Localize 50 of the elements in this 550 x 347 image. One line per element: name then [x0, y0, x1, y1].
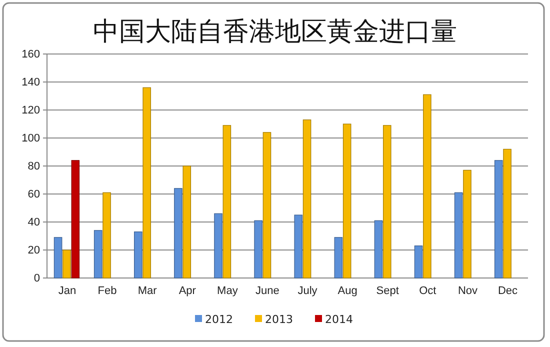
y-tick-label: 40 [28, 216, 40, 229]
bar [54, 237, 62, 278]
bar [182, 166, 192, 278]
bar [94, 230, 102, 278]
x-tick-label: Jan [58, 284, 76, 297]
y-tick-label: 80 [28, 160, 40, 173]
bar [414, 246, 423, 278]
bar [342, 124, 352, 278]
bar [102, 192, 111, 278]
x-tick-label: Nov [458, 284, 478, 297]
y-tick-label: 0 [34, 272, 40, 285]
bar [494, 160, 503, 278]
y-tick-label: 120 [22, 104, 40, 117]
bar [302, 120, 312, 278]
bar [374, 220, 383, 278]
bar [503, 148, 512, 278]
chart-title: 中国大陆自香港地区黄金进口量 [93, 17, 457, 47]
bar [334, 237, 343, 278]
y-tick-label: 20 [28, 244, 40, 257]
bar [423, 94, 432, 278]
bar [142, 87, 151, 278]
x-tick-label: May [217, 284, 238, 297]
bar [134, 232, 142, 278]
bar [454, 192, 463, 278]
bar [254, 220, 262, 278]
x-tick-label: Oct [419, 284, 436, 297]
x-tick-label: Dec [498, 284, 518, 297]
x-tick-label: Sept [376, 284, 399, 297]
x-tick-label: Apr [178, 284, 196, 297]
x-tick-label: Mar [138, 284, 158, 297]
bar [62, 250, 71, 278]
bar [294, 214, 302, 278]
bar [71, 160, 80, 278]
legend-label: 2014 [325, 313, 353, 326]
bar [262, 132, 272, 278]
y-tick-label: 160 [22, 48, 40, 61]
legend-label: 2013 [265, 313, 293, 326]
x-tick-label: June [256, 284, 280, 297]
bar [382, 125, 392, 278]
bar [174, 188, 182, 278]
x-tick-label: Aug [338, 284, 358, 297]
y-tick-label: 60 [28, 188, 40, 201]
x-tick-label: July [298, 284, 318, 297]
bar [463, 170, 472, 278]
bar [222, 125, 232, 278]
legend-label: 2012 [205, 313, 233, 326]
y-tick-label: 100 [22, 132, 40, 145]
bar [214, 213, 222, 278]
x-tick-label: Feb [98, 284, 117, 297]
y-tick-label: 140 [22, 76, 40, 89]
